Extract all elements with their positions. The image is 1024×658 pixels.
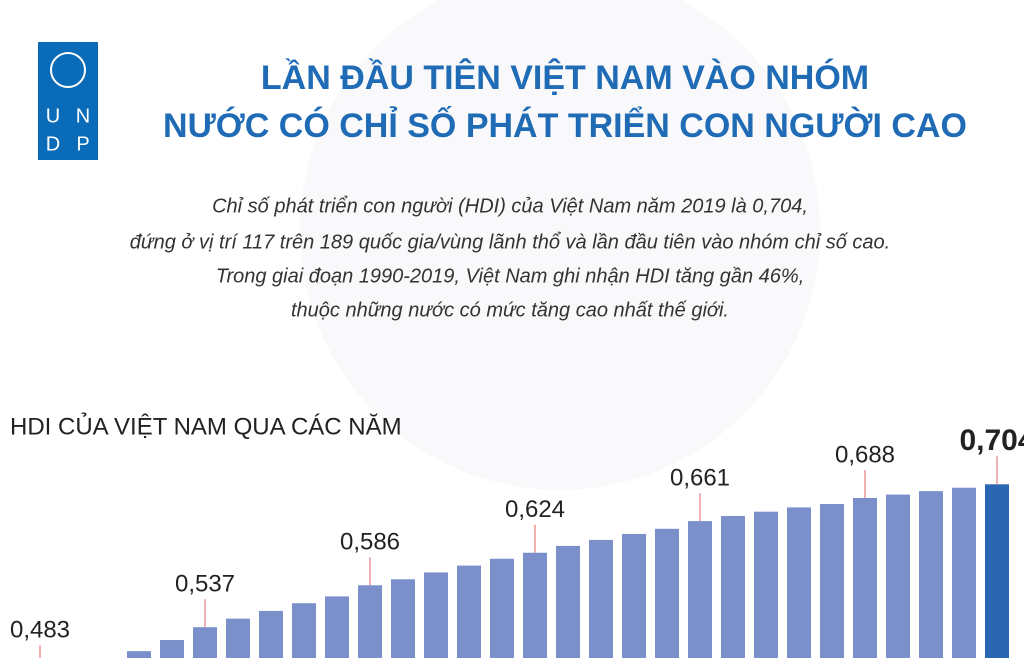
bar (622, 533, 646, 658)
bar (127, 651, 151, 658)
bar (754, 511, 778, 658)
logo-letter: P (76, 133, 89, 155)
bar (358, 585, 382, 658)
logo-letter: N (76, 105, 90, 127)
globe (300, 0, 820, 490)
bar (589, 539, 613, 658)
bar (820, 503, 844, 658)
value-label: 0,586 (340, 529, 400, 556)
value-label: 0,704 (959, 424, 1024, 457)
intro: Trong giai đoạn 1990-2019, Việt Nam ghi … (216, 265, 805, 287)
logo-letter: D (46, 133, 60, 155)
value-label: 0,483 (10, 617, 70, 644)
bar (985, 484, 1009, 658)
undp-logo (38, 42, 98, 160)
bar (655, 528, 679, 658)
bar (259, 610, 283, 658)
bar (391, 579, 415, 658)
bar (721, 515, 745, 658)
intro: thuộc những nước có mức tăng cao nhất th… (291, 299, 729, 321)
chart-title: HDI CỦA VIỆT NAM QUA CÁC NĂM (10, 411, 402, 440)
bar (556, 545, 580, 658)
intro: Chỉ số phát triển con người (HDI) của Vi… (212, 195, 808, 217)
value-label: 0,537 (175, 571, 235, 598)
title: NƯỚC CÓ CHỈ SỐ PHÁT TRIỂN CON NGƯỜI CAO (163, 106, 967, 145)
bar (787, 507, 811, 658)
decoration (300, 0, 820, 490)
logo-letter: U (46, 105, 60, 127)
value-label: 0,661 (670, 464, 730, 491)
bar (490, 558, 514, 658)
bar (193, 627, 217, 658)
value-label: 0,688 (835, 441, 895, 468)
bar (424, 572, 448, 658)
bar (523, 552, 547, 658)
bar (226, 618, 250, 658)
value-label: 0,624 (505, 496, 565, 523)
bar (952, 487, 976, 658)
bar (457, 565, 481, 658)
bar (886, 494, 910, 658)
bar (853, 497, 877, 658)
bar (919, 491, 943, 658)
bar (160, 640, 184, 658)
bar (325, 596, 349, 658)
title: LẦN ĐẦU TIÊN VIỆT NAM VÀO NHÓM (261, 59, 869, 97)
intro: đứng ở vị trí 117 trên 189 quốc gia/vùng… (130, 231, 890, 253)
un-emblem (50, 52, 86, 88)
bar (688, 521, 712, 658)
bar (292, 603, 316, 658)
